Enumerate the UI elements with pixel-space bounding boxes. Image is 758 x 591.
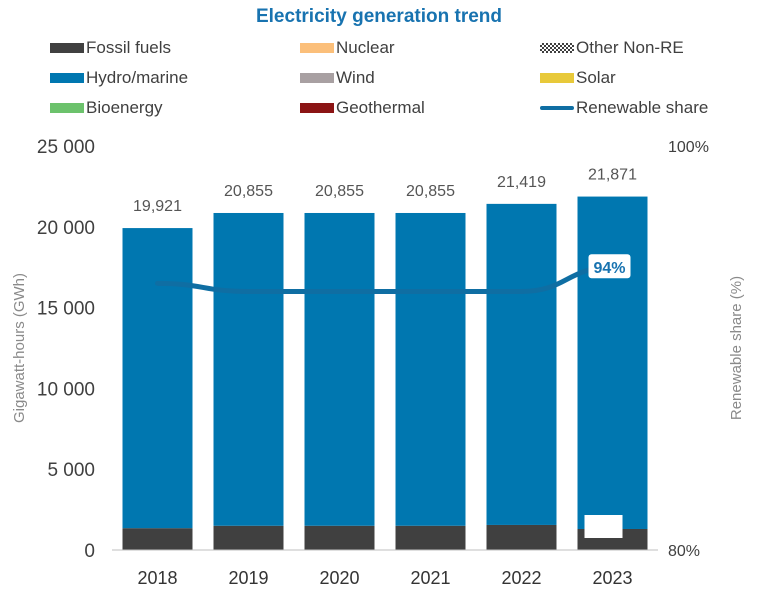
x-tick-label: 2018	[137, 568, 177, 588]
bar-segment	[214, 526, 284, 550]
x-tick-label: 2023	[592, 568, 632, 588]
bar-segment	[396, 213, 466, 526]
y-tick-label: 5 000	[47, 460, 95, 481]
x-tick-label: 2020	[319, 568, 359, 588]
total-label: 20,855	[224, 183, 273, 200]
bar-segment	[123, 528, 193, 550]
y2-tick-label: 100%	[668, 139, 709, 156]
x-tick-label: 2022	[501, 568, 541, 588]
total-label: 21,419	[497, 174, 546, 191]
x-tick-label: 2019	[228, 568, 268, 588]
y-tick-label: 15 000	[37, 299, 95, 320]
bar-segment	[487, 204, 557, 525]
annotation-box	[585, 515, 623, 538]
bar-segment	[396, 526, 466, 550]
y-tick-label: 20 000	[37, 218, 95, 239]
y2-tick-label: 80%	[668, 543, 700, 560]
bar-segment	[487, 525, 557, 550]
bar-segment	[123, 228, 193, 528]
total-label: 20,855	[406, 183, 455, 200]
bar-segment	[305, 526, 375, 550]
y-tick-label: 10 000	[37, 379, 95, 400]
total-label: 19,921	[133, 198, 182, 215]
bar-segment	[305, 213, 375, 526]
bar-segment	[578, 197, 648, 529]
y2-axis-label: Renewable share (%)	[728, 276, 745, 420]
y-tick-label: 25 000	[37, 137, 95, 158]
bar-segment	[214, 213, 284, 526]
share-end-label: 94%	[593, 260, 625, 277]
total-label: 21,871	[588, 167, 637, 184]
total-label: 20,855	[315, 183, 364, 200]
x-tick-label: 2021	[410, 568, 450, 588]
y-tick-label: 0	[84, 541, 95, 562]
y-axis-label: Gigawatt-hours (GWh)	[11, 273, 28, 423]
